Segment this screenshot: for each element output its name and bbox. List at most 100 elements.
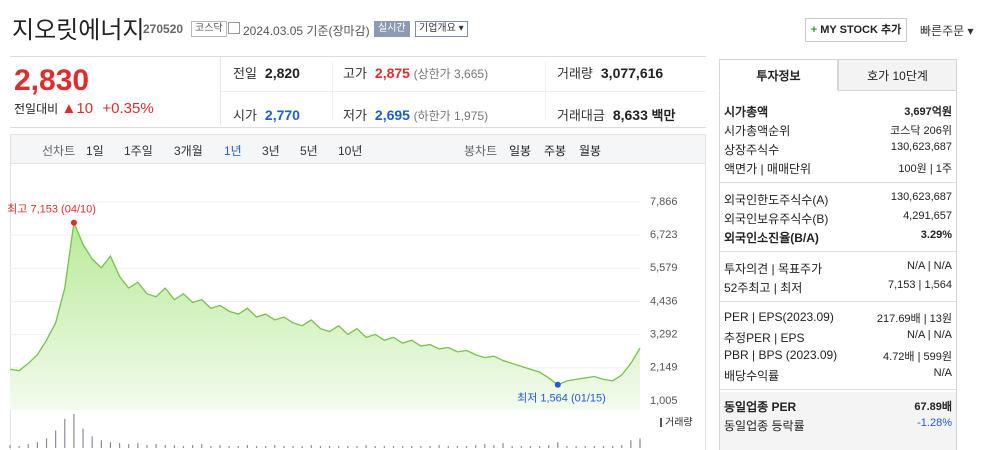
market-badge: 코스닥 bbox=[191, 21, 227, 37]
info-value: N/A | N/A bbox=[906, 329, 952, 341]
mystock-text: MY STOCK 추가 bbox=[820, 24, 902, 36]
info-label: 외국인한도주식수(A) bbox=[724, 193, 829, 207]
volume-bar bbox=[246, 445, 248, 448]
candle-button[interactable]: 월봉 bbox=[579, 144, 602, 158]
plus-icon: + bbox=[810, 24, 818, 36]
volume-bar bbox=[164, 445, 166, 448]
stock-code: 270520 bbox=[143, 22, 184, 36]
period-button[interactable]: 1년 bbox=[224, 144, 242, 158]
calendar-icon bbox=[228, 22, 240, 34]
change-label: 전일대비 bbox=[14, 102, 59, 116]
volume-bar bbox=[118, 443, 121, 448]
stat-extra: 백만 bbox=[651, 108, 676, 123]
period-button[interactable]: 5년 bbox=[300, 144, 318, 158]
y-tick-label: 1,005 bbox=[650, 395, 678, 407]
volume-bar bbox=[511, 446, 513, 448]
section-divider bbox=[720, 301, 956, 302]
line-chart-label: 선차트 bbox=[42, 144, 76, 158]
volume-bar bbox=[36, 442, 38, 448]
volume-bar bbox=[27, 444, 29, 448]
date: 2024.03.05 기준(장마감) bbox=[243, 22, 370, 39]
volume-bar bbox=[557, 442, 559, 448]
volume-bar bbox=[73, 414, 75, 448]
volume-bar bbox=[392, 446, 395, 448]
stat-label: 전일 bbox=[233, 66, 257, 81]
volume-bar bbox=[593, 446, 595, 448]
volume-bar bbox=[475, 445, 477, 448]
period-button[interactable]: 1일 bbox=[86, 144, 104, 158]
candle-button[interactable]: 일봉 bbox=[509, 144, 532, 158]
volume-bar bbox=[91, 436, 93, 448]
volume-bar bbox=[155, 444, 157, 448]
stat-value: 2,770 bbox=[264, 107, 300, 123]
mystock-button[interactable]: + MY STOCK 추가 bbox=[805, 18, 907, 42]
stat-label: 시가 bbox=[233, 108, 257, 123]
volume-bar bbox=[237, 446, 239, 448]
stat-value: 2,875 bbox=[374, 65, 410, 81]
volume-label: 거래량 bbox=[665, 417, 693, 429]
info-label: PER | EPS(2023.09) bbox=[724, 310, 834, 324]
volume-bar bbox=[338, 446, 340, 448]
volume-bar bbox=[283, 446, 285, 448]
stat-label: 저가 bbox=[343, 108, 367, 123]
tab[interactable]: 호가 10단계 bbox=[838, 59, 957, 91]
low-label: 최저 1,564 (01/15) bbox=[517, 392, 606, 405]
y-tick-label: 6,723 bbox=[650, 229, 678, 241]
info-label: 시가총액순위 bbox=[724, 124, 791, 138]
period-button[interactable]: 3년 bbox=[262, 144, 280, 158]
info-value: 130,623,687 bbox=[890, 141, 952, 153]
info-value: 4.72배 | 599원 bbox=[883, 351, 952, 363]
volume-bar bbox=[520, 446, 522, 448]
volume-bar bbox=[201, 444, 203, 448]
volume-bar bbox=[265, 446, 267, 448]
y-tick-label: 5,579 bbox=[650, 262, 678, 274]
stat: 거래량 3,077,616 bbox=[557, 63, 663, 82]
stat-label: 거래대금 bbox=[557, 108, 605, 123]
volume-bar bbox=[109, 442, 112, 448]
volume-bar bbox=[575, 446, 577, 448]
info-label: 동일업종 PER bbox=[724, 400, 797, 414]
realtime-badge[interactable]: 실시간 bbox=[374, 21, 410, 37]
volume-bar bbox=[621, 445, 623, 448]
volume-bar bbox=[228, 446, 230, 448]
shaded-section bbox=[720, 392, 956, 450]
stat: 시가 2,770 bbox=[233, 105, 300, 124]
volume-bar bbox=[411, 446, 413, 448]
quick-order-text: 빠른주문 bbox=[920, 24, 965, 38]
stat-extra: (하한가 1,975) bbox=[413, 109, 489, 123]
date-text: 2024.03.05 bbox=[243, 24, 304, 38]
volume-bar bbox=[182, 446, 185, 448]
quick-order[interactable]: 빠른주문 ▾ bbox=[920, 24, 974, 38]
info-label: 52주최고 | 최저 bbox=[724, 281, 803, 295]
volume-bar bbox=[566, 446, 568, 448]
stat-label: 고가 bbox=[343, 66, 367, 81]
basis: 기준(장마감) bbox=[306, 24, 370, 38]
info-value: 100원 | 1주 bbox=[898, 163, 952, 175]
volume-bar bbox=[447, 446, 449, 448]
section-divider bbox=[720, 251, 956, 252]
info-label: 외국인보유주식수(B) bbox=[724, 212, 829, 226]
volume-bar bbox=[9, 445, 11, 448]
period-button[interactable]: 10년 bbox=[338, 144, 363, 158]
period-button[interactable]: 1주일 bbox=[124, 144, 153, 158]
company-button[interactable]: 기업개요 ▾ bbox=[415, 21, 468, 37]
volume-bar bbox=[18, 446, 20, 448]
price-chart: 7,866 6,723 5,579 4,436 3,292 2,149 1,005 최고 7,… bbox=[7, 196, 693, 448]
change-row: 전일대비 ▲10 +0.35% bbox=[14, 100, 154, 117]
info-value: N/A bbox=[933, 367, 952, 379]
high-label: 최고 7,153 (04/10) bbox=[7, 203, 96, 216]
volume-bar bbox=[639, 438, 641, 448]
info-label: 외국인소진율(B/A) bbox=[724, 231, 819, 245]
volume-bar bbox=[255, 446, 258, 448]
chart-frame bbox=[10, 164, 706, 450]
divider bbox=[221, 91, 706, 92]
info-label: 상장주식수 bbox=[724, 143, 780, 157]
volume-bar bbox=[210, 446, 212, 448]
stock-name: 지오릿에너지 bbox=[12, 17, 145, 44]
volume-bar bbox=[374, 446, 376, 448]
volume-bar bbox=[602, 446, 605, 448]
volume-bar bbox=[192, 445, 194, 448]
candle-button[interactable]: 주봉 bbox=[544, 144, 567, 158]
tab[interactable]: 투자정보 bbox=[719, 59, 838, 91]
period-button[interactable]: 3개월 bbox=[174, 144, 203, 158]
